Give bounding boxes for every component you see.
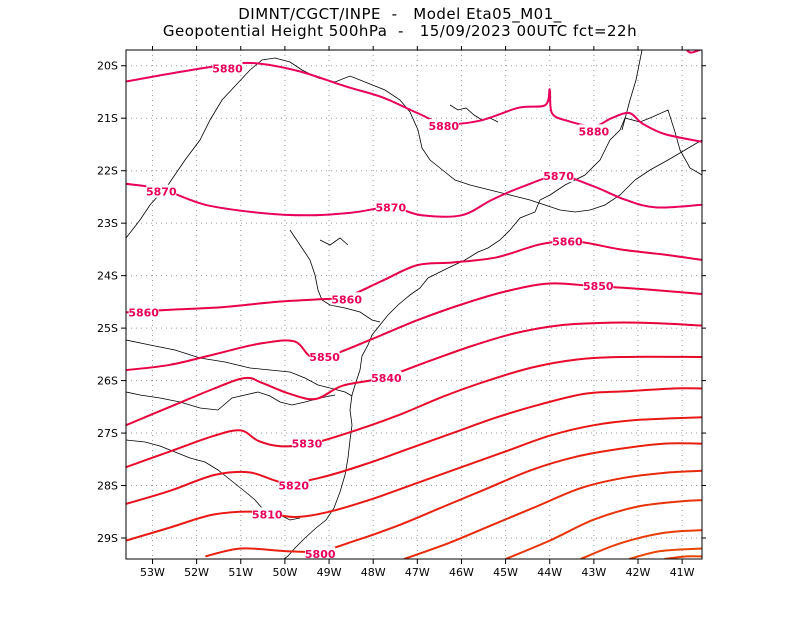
contour-label-bg	[291, 436, 322, 450]
contour-label: 5850	[309, 351, 340, 364]
country-border-1	[126, 391, 336, 411]
y-tick-label: 29S	[97, 532, 118, 545]
map-frame	[125, 49, 703, 560]
coastline-and-borders	[126, 50, 702, 559]
y-tick-label: 25S	[97, 322, 118, 335]
contour-label-bg	[331, 292, 362, 306]
contour-label-bg	[212, 61, 243, 75]
state-border-1	[126, 57, 441, 239]
contour-line	[126, 240, 702, 314]
x-tick-label: 50W	[272, 566, 297, 579]
contour-label: 5870	[543, 170, 574, 183]
x-tick-label: 46W	[449, 566, 474, 579]
state-border-4	[439, 139, 702, 213]
x-tick-label: 53W	[140, 566, 165, 579]
contour-label: 5870	[376, 201, 407, 214]
contour-line	[126, 174, 702, 218]
contour-line	[628, 547, 702, 559]
contour-label: 5870	[146, 186, 177, 199]
contour-label-bg	[371, 370, 402, 384]
x-tick-label: 43W	[581, 566, 606, 579]
y-tick-label: 26S	[97, 375, 118, 388]
contour-label: 5830	[292, 438, 323, 451]
contour-label: 5880	[428, 120, 459, 133]
contour-label-bg	[146, 184, 177, 198]
contour-label: 5880	[579, 125, 610, 138]
contour-line	[126, 321, 702, 427]
contour-line	[664, 555, 702, 559]
y-tick-label: 28S	[97, 480, 118, 493]
contour-label: 5820	[278, 480, 309, 493]
contour-label-bg	[578, 124, 609, 138]
y-tick-label: 22S	[97, 165, 118, 178]
x-tick-label: 42W	[626, 566, 651, 579]
contour-label-bg	[278, 478, 309, 492]
contour-line	[505, 499, 702, 559]
y-tick-label: 24S	[97, 270, 118, 283]
contour-label-bg	[128, 305, 159, 319]
contour-label-bg	[309, 349, 340, 363]
title-line-2: Geopotential Height 500hPa - 15/09/2023 …	[162, 22, 638, 40]
contour-label: 5860	[128, 306, 159, 319]
contour-label-bg	[375, 200, 406, 214]
contour-line	[580, 529, 702, 559]
contour-label-bg	[428, 119, 459, 133]
contour-line	[126, 355, 702, 469]
contour-label: 5810	[252, 508, 283, 521]
contour-line	[205, 442, 702, 558]
lat-lon-grid	[126, 50, 702, 559]
x-tick-label: 51W	[228, 566, 253, 579]
contour-line	[126, 387, 702, 505]
contour-line	[403, 469, 702, 559]
y-tick-label: 20S	[97, 60, 118, 73]
x-tick-label: 49W	[317, 566, 342, 579]
contour-label-bg	[305, 546, 336, 560]
state-border-3	[126, 339, 353, 397]
contour-line	[685, 50, 701, 54]
contour-label: 5840	[371, 372, 402, 385]
contour-label: 5860	[331, 293, 362, 306]
y-tick-label: 27S	[97, 427, 118, 440]
contour-line	[126, 416, 702, 542]
x-tick-label: 45W	[493, 566, 518, 579]
x-tick-label: 48W	[361, 566, 386, 579]
coastline	[283, 109, 702, 559]
contour-label: 5880	[212, 62, 243, 75]
x-tick-label: 47W	[405, 566, 430, 579]
contour-label-bg	[552, 234, 583, 248]
state-border-5	[621, 50, 643, 131]
contour-label: 5850	[583, 280, 614, 293]
reservoir-outline-2	[319, 237, 349, 246]
contour-label-bg	[543, 168, 574, 182]
contour-label: 5860	[552, 236, 583, 249]
contour-line	[126, 61, 702, 143]
x-tick-label: 41W	[670, 566, 695, 579]
x-tick-label: 52W	[184, 566, 209, 579]
x-tick-label: 44W	[537, 566, 562, 579]
contour-label-bg	[252, 507, 283, 521]
contour-label: 5800	[305, 548, 336, 561]
title-line-1: DIMNT/CGCT/INPE - Model Eta05_M01_	[238, 5, 562, 23]
y-tick-label: 23S	[97, 217, 118, 230]
contour-labels: 5880 5880 5880 5870 5870 5870 5860 5860 5860 5850…	[128, 61, 614, 561]
geopotential-contours	[126, 50, 702, 559]
contour-label-bg	[583, 279, 614, 293]
axes: 53W 52W 51W 50W 49W 48W 47W 46W 45W 44W 43W 42W 41W 2…	[97, 46, 706, 579]
chart-title: DIMNT/CGCT/INPE - Model Eta05_M01_ Geopo…	[0, 6, 800, 40]
y-tick-label: 21S	[97, 112, 118, 125]
